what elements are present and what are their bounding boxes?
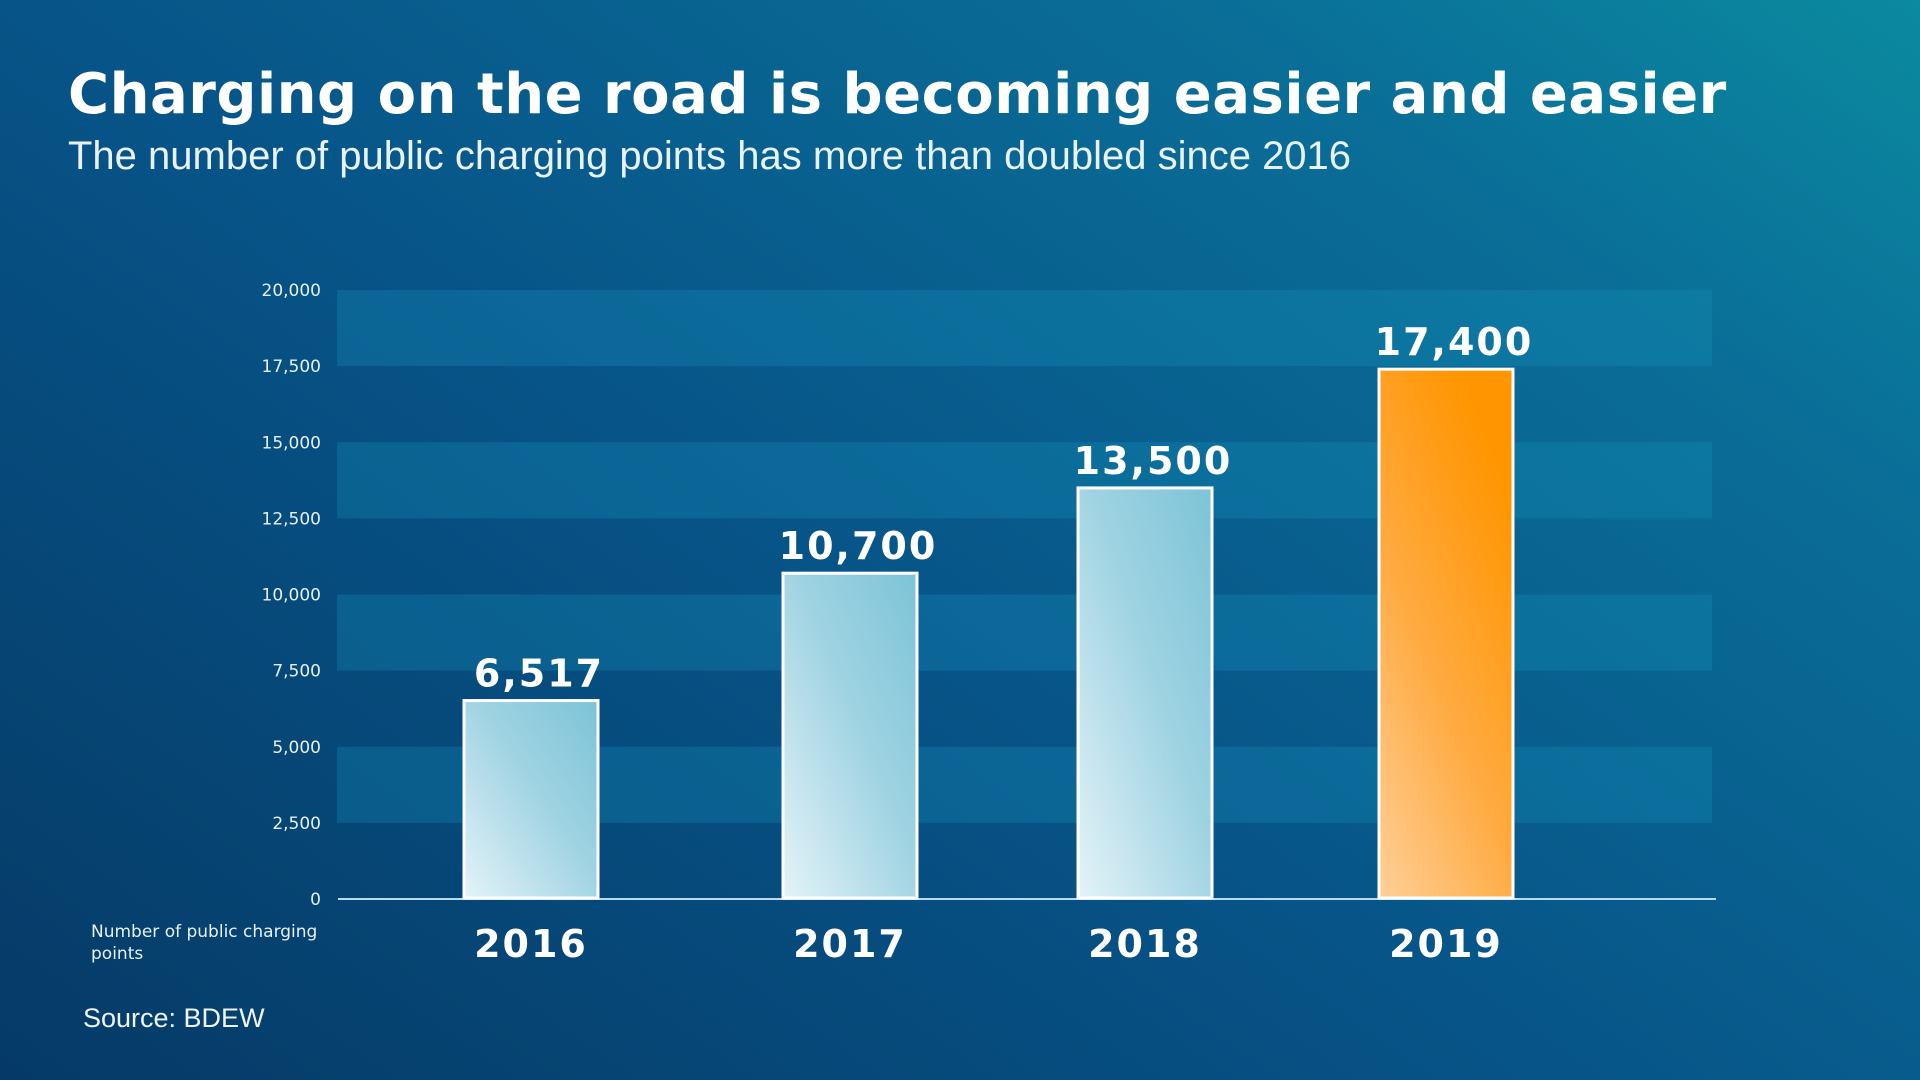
source-note: Source: BDEW [83,1003,265,1033]
bar-2019 [1377,367,1515,900]
bar-value-label: 13,500 [1074,439,1233,483]
y-tick-label: 10,000 [262,586,321,606]
y-axis-ticks: 0 2,500 5,000 7,500 10,000 12,500 15,000 17,500… [262,281,321,910]
y-tick-label: 20,000 [262,281,321,301]
chart-title: Charging on the road is becoming easier … [68,62,1727,127]
y-tick-label: 17,500 [262,357,321,377]
y-tick-label: 2,500 [272,814,321,834]
x-tick-label: 2019 [1389,922,1503,966]
bar-2017 [781,571,919,900]
x-tick-label: 2017 [793,922,907,966]
y-tick-label: 0 [310,890,321,910]
bar-value-label: 10,700 [779,524,938,568]
y-tick-label: 15,000 [262,433,321,453]
y-tick-label: 5,000 [272,738,321,758]
bar-2016 [462,699,600,900]
y-tick-label: 12,500 [262,509,321,529]
x-tick-label: 2018 [1088,922,1202,966]
x-tick-label: 2016 [474,922,588,966]
y-tick-label: 7,500 [272,662,321,682]
chart-subtitle: The number of public charging points has… [68,134,1352,178]
bar-value-label: 6,517 [474,652,604,696]
grid-band [337,290,1712,367]
bars: 6,517 2016 10,700 2017 13,500 2018 17,400 2019 [462,320,1534,966]
bar-value-label: 17,400 [1375,320,1534,364]
bar-2018 [1076,486,1214,900]
y-axis-label: Number of public charging points [91,922,318,964]
